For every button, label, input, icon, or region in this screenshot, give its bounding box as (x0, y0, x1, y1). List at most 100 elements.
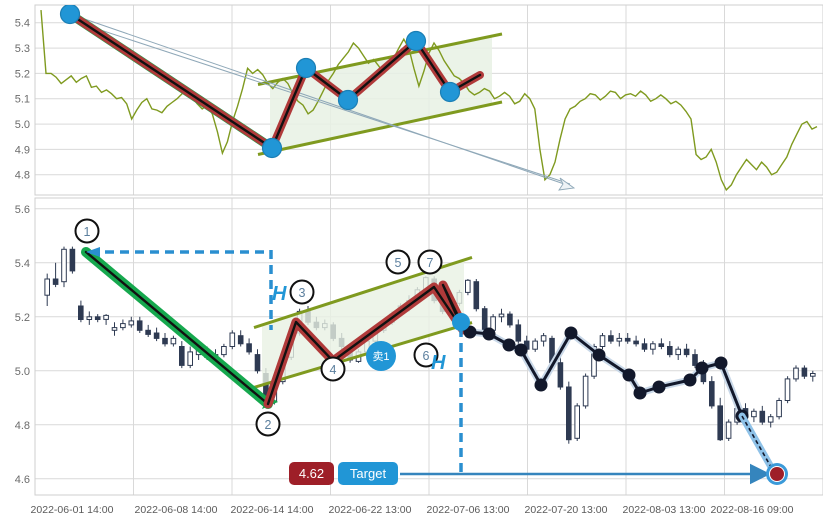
candlestick (465, 279, 471, 296)
swing-dot (622, 368, 636, 382)
candlestick (237, 330, 244, 347)
x-tick-label: 2022-08-16 09:00 (711, 504, 794, 516)
x-tick-label: 2022-07-20 13:00 (525, 504, 608, 516)
target-price-badge[interactable]: 4.62 (289, 462, 334, 485)
projection-arrows (69, 13, 576, 191)
candlestick (507, 311, 513, 328)
swing-dot (564, 326, 578, 340)
candlestick (136, 316, 143, 333)
x-tick-label: 2022-07-06 13:00 (427, 504, 510, 516)
top-y-axis-labels: 5.4 5.3 5.2 5.1 5.0 4.9 4.8 (15, 18, 30, 182)
bottom-y-axis-labels: 5.6 5.4 5.2 5.0 4.8 4.6 (15, 204, 30, 486)
top-panel: 5.4 5.3 5.2 5.1 5.0 4.9 4.8 (15, 4, 823, 196)
sell-marker-label: 卖1 (372, 350, 389, 363)
y-tick-label: 5.4 (15, 258, 30, 270)
x-axis-labels: 2022-06-01 14:00 2022-06-08 14:00 2022-06-… (31, 504, 794, 516)
x-tick-label: 2022-06-08 14:00 (135, 504, 218, 516)
swing-dot (514, 343, 528, 357)
pivot-marker (59, 5, 81, 25)
candlestick (616, 333, 623, 347)
y-tick-label: 5.2 (15, 68, 30, 80)
candlestick (94, 314, 101, 323)
price-badge-text: 4.62 (299, 466, 324, 481)
candlestick (675, 346, 682, 360)
pivot-marker (261, 137, 283, 159)
candlestick (683, 343, 690, 358)
wave-label-text: 5 (395, 256, 402, 270)
candlestick (170, 335, 177, 347)
y-tick-label: 5.0 (15, 366, 30, 378)
projection-arrow (69, 13, 571, 187)
pivot-markers (59, 5, 461, 159)
candlestick (776, 397, 782, 420)
candlestick (44, 273, 51, 306)
pivot-marker (405, 30, 427, 52)
wave-label-7: 7 (417, 249, 443, 275)
candlestick (582, 373, 589, 409)
candlestick (52, 262, 59, 288)
candlestick (128, 316, 135, 328)
candlestick (608, 330, 614, 344)
candlestick (498, 308, 505, 323)
candlestick (111, 322, 118, 336)
swing-dot (482, 327, 496, 341)
sell-signal-marker[interactable]: 卖1 (366, 341, 396, 371)
candlestick (725, 419, 732, 441)
wave-label-2: 2 (255, 411, 281, 437)
candlestick (145, 324, 151, 337)
projection-arrow (69, 19, 571, 185)
wave-label-5: 5 (385, 249, 411, 275)
wave-label-text: 7 (427, 256, 434, 270)
candlestick (641, 338, 648, 352)
target-label-badge[interactable]: Target (338, 462, 398, 485)
candlestick (153, 327, 160, 342)
candlestick (221, 343, 227, 358)
candlestick (751, 408, 757, 423)
candlestick (515, 319, 522, 344)
y-tick-label: 4.8 (15, 170, 30, 182)
candlestick (574, 403, 581, 441)
candlestick (810, 370, 816, 382)
candlestick (540, 333, 547, 347)
rising-channel-fill-bottom (262, 260, 464, 385)
wave-label-text: 6 (423, 349, 430, 363)
y-tick-label: 5.4 (15, 18, 30, 30)
y-tick-label: 5.0 (15, 119, 30, 131)
y-tick-label: 5.6 (15, 204, 30, 216)
top-panel-border (34, 4, 823, 196)
pivot-marker (295, 57, 317, 79)
swing-dot (683, 373, 697, 387)
candlestick (667, 341, 673, 358)
x-tick-label: 2022-06-22 13:00 (329, 504, 412, 516)
x-tick-label: 2022-08-03 13:00 (623, 504, 706, 516)
swing-dot (695, 361, 709, 375)
candlestick (801, 365, 808, 379)
candlestick (650, 341, 656, 355)
wave-label-1: 1 (74, 218, 100, 244)
candlestick (658, 338, 665, 350)
target-marker (766, 463, 788, 485)
swing-dot (502, 338, 516, 352)
height-label-lower: H (431, 352, 446, 374)
candlestick (599, 333, 606, 350)
candlestick (692, 349, 698, 369)
candlestick (78, 300, 84, 323)
bottom-panel: 5.6 5.4 5.2 5.0 4.8 4.6 (15, 197, 823, 496)
swing-dot (652, 380, 666, 394)
y-tick-label: 4.6 (15, 474, 30, 486)
candlestick (767, 414, 774, 428)
channel-lower-trendline-bottom (253, 321, 473, 389)
candlestick (120, 319, 126, 331)
pivot-marker (439, 81, 461, 103)
candlestick (179, 341, 185, 369)
wave-label-3: 3 (289, 279, 315, 305)
candlestick (633, 335, 639, 347)
candlestick (254, 349, 261, 374)
candlestick (246, 338, 252, 355)
candlestick (86, 311, 93, 325)
target-badge-bg (338, 462, 398, 485)
y-tick-label: 4.9 (15, 144, 30, 156)
candlestick (784, 376, 791, 404)
swing-dot (534, 378, 548, 392)
